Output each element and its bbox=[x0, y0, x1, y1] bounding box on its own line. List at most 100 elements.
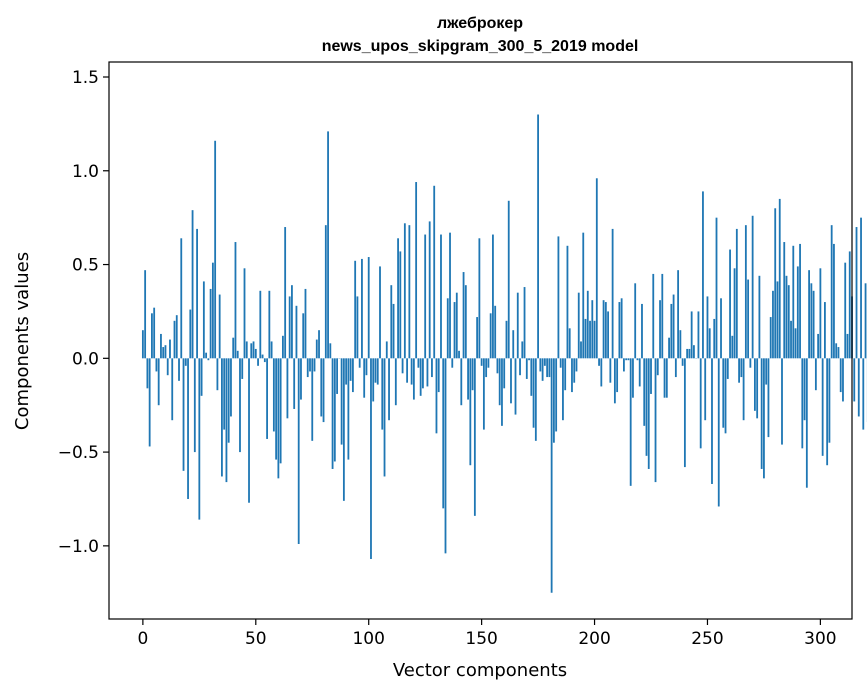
bar bbox=[758, 275, 761, 359]
bar bbox=[464, 285, 467, 359]
bar bbox=[708, 328, 711, 359]
bar bbox=[433, 185, 436, 359]
bar bbox=[214, 140, 217, 359]
bar bbox=[306, 358, 309, 378]
bar bbox=[202, 281, 205, 359]
bar bbox=[390, 285, 393, 359]
bar bbox=[828, 358, 831, 443]
bar bbox=[860, 217, 862, 359]
bar bbox=[478, 238, 481, 359]
bar bbox=[419, 358, 422, 396]
bar bbox=[616, 358, 619, 393]
bar bbox=[767, 358, 770, 438]
bar bbox=[422, 358, 424, 389]
bar bbox=[182, 358, 185, 471]
bar bbox=[808, 270, 810, 359]
bar bbox=[263, 358, 266, 363]
bar bbox=[503, 358, 506, 389]
bar bbox=[471, 358, 474, 391]
bar bbox=[347, 358, 350, 460]
bar bbox=[564, 358, 567, 391]
bar bbox=[521, 341, 524, 359]
bar bbox=[482, 358, 485, 430]
bar bbox=[571, 358, 573, 393]
bar bbox=[277, 358, 280, 479]
bar bbox=[333, 358, 336, 462]
bar bbox=[805, 358, 808, 488]
bar bbox=[252, 341, 255, 359]
bar bbox=[173, 320, 176, 359]
bar bbox=[227, 358, 230, 443]
bar bbox=[313, 358, 316, 372]
bar bbox=[507, 200, 510, 359]
bar bbox=[636, 358, 639, 361]
bar bbox=[144, 270, 147, 359]
bar bbox=[444, 358, 447, 554]
bar bbox=[733, 268, 736, 359]
bar bbox=[769, 317, 772, 359]
bar bbox=[582, 232, 585, 359]
bar bbox=[629, 358, 632, 486]
y-tick-label: −0.5 bbox=[58, 443, 99, 463]
bar bbox=[374, 358, 377, 383]
bar bbox=[541, 358, 544, 381]
x-tick-label: 150 bbox=[465, 629, 497, 649]
bar bbox=[760, 358, 763, 469]
bar bbox=[853, 358, 856, 402]
bar bbox=[392, 303, 395, 359]
bar bbox=[286, 358, 289, 419]
bar bbox=[855, 227, 858, 359]
bar bbox=[844, 262, 847, 359]
bar bbox=[261, 354, 264, 359]
bar bbox=[528, 358, 530, 361]
bar bbox=[279, 358, 282, 464]
bar bbox=[440, 234, 442, 359]
bar bbox=[270, 341, 273, 359]
bar bbox=[663, 358, 666, 398]
bar bbox=[234, 242, 237, 359]
bar bbox=[722, 358, 725, 428]
x-axis-ticks: 0 50 100 150 200 250 300 bbox=[137, 619, 837, 649]
bar bbox=[523, 287, 526, 359]
bar bbox=[625, 358, 628, 361]
bar bbox=[751, 215, 754, 359]
bar bbox=[837, 347, 840, 359]
bar bbox=[284, 227, 287, 359]
bar bbox=[324, 225, 327, 359]
bar bbox=[819, 268, 822, 359]
bar bbox=[593, 320, 596, 359]
bar bbox=[254, 348, 257, 359]
bar bbox=[632, 358, 634, 398]
bar bbox=[399, 251, 402, 359]
chart-title: лжеброкер bbox=[437, 15, 523, 32]
bar bbox=[272, 358, 275, 432]
bar bbox=[699, 358, 702, 449]
x-axis-label: Vector components bbox=[393, 660, 567, 681]
bar bbox=[717, 358, 720, 507]
bar bbox=[489, 313, 492, 359]
bar bbox=[467, 358, 469, 400]
bar bbox=[291, 285, 293, 359]
bar bbox=[674, 358, 677, 378]
bar bbox=[169, 339, 171, 359]
bar bbox=[516, 292, 519, 359]
bar bbox=[250, 343, 253, 359]
bar bbox=[157, 358, 160, 406]
bar bbox=[688, 348, 691, 359]
bar bbox=[239, 358, 241, 453]
bar bbox=[726, 358, 729, 379]
bar bbox=[462, 272, 465, 359]
bar bbox=[469, 358, 472, 466]
bar bbox=[406, 358, 409, 383]
bar bbox=[266, 358, 268, 439]
bar bbox=[480, 358, 483, 366]
bar bbox=[846, 333, 849, 359]
bar bbox=[361, 258, 363, 359]
bar bbox=[679, 330, 682, 359]
bar bbox=[814, 358, 817, 391]
bar bbox=[365, 358, 368, 376]
bar bbox=[510, 358, 512, 404]
bar bbox=[397, 238, 399, 359]
bar bbox=[839, 358, 842, 393]
bar bbox=[862, 358, 865, 430]
